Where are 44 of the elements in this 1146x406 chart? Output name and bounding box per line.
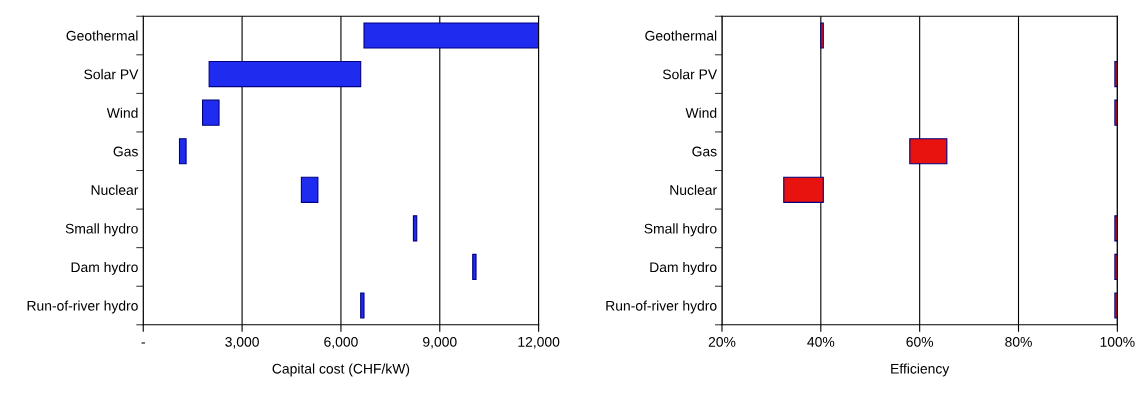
bar [472, 253, 477, 281]
x-tick-label: 3,000 [225, 336, 259, 349]
bar [360, 292, 365, 319]
x-tick-label: 40% [807, 336, 835, 347]
bar [202, 99, 220, 126]
x-tick-label: 100% [1100, 336, 1135, 347]
x-tick-label: 80% [1005, 336, 1032, 347]
y-tick-label: Solar PV [662, 69, 718, 80]
y-tick-label: Run-of-river hydro [606, 300, 717, 314]
x-tick-label: 60% [906, 336, 934, 347]
bar [178, 138, 187, 165]
y-tick-label: Wind [106, 107, 138, 118]
bar [909, 138, 948, 165]
y-tick-label: Geothermal [66, 30, 138, 41]
x-tick-label: - [141, 342, 145, 344]
y-tick-label: Nuclear [91, 184, 139, 195]
x-tick-label: 20% [708, 336, 736, 347]
bar [208, 61, 362, 88]
bar [363, 22, 539, 49]
y-tick-label: Nuclear [670, 184, 717, 195]
bar [412, 215, 418, 242]
x-tick-label: 6,000 [324, 336, 358, 349]
y-tick-label: Small hydro [65, 223, 138, 237]
y-tick-label: Run-of-river hydro [27, 300, 138, 314]
bar [1114, 253, 1118, 281]
x-axis-title: Efficiency [891, 363, 950, 377]
y-tick-label: Wind [685, 107, 717, 118]
x-axis-title: Capital cost (CHF/kW) [272, 363, 410, 377]
bar [820, 22, 824, 49]
y-tick-label: Dam hydro [71, 261, 138, 275]
bar [783, 176, 824, 203]
bar [1114, 99, 1118, 126]
y-tick-label: Gas [113, 146, 138, 157]
bar [1114, 215, 1118, 242]
bar [1114, 61, 1118, 88]
x-tick-label: 12,000 [518, 336, 560, 349]
y-tick-label: Dam hydro [650, 261, 717, 275]
y-tick-label: Geothermal [645, 30, 717, 41]
bar [1114, 292, 1118, 319]
bar [300, 176, 319, 203]
y-tick-label: Small hydro [644, 223, 717, 237]
y-tick-label: Gas [692, 146, 717, 157]
x-tick-label: 9,000 [423, 336, 457, 349]
y-tick-label: Solar PV [84, 69, 139, 80]
